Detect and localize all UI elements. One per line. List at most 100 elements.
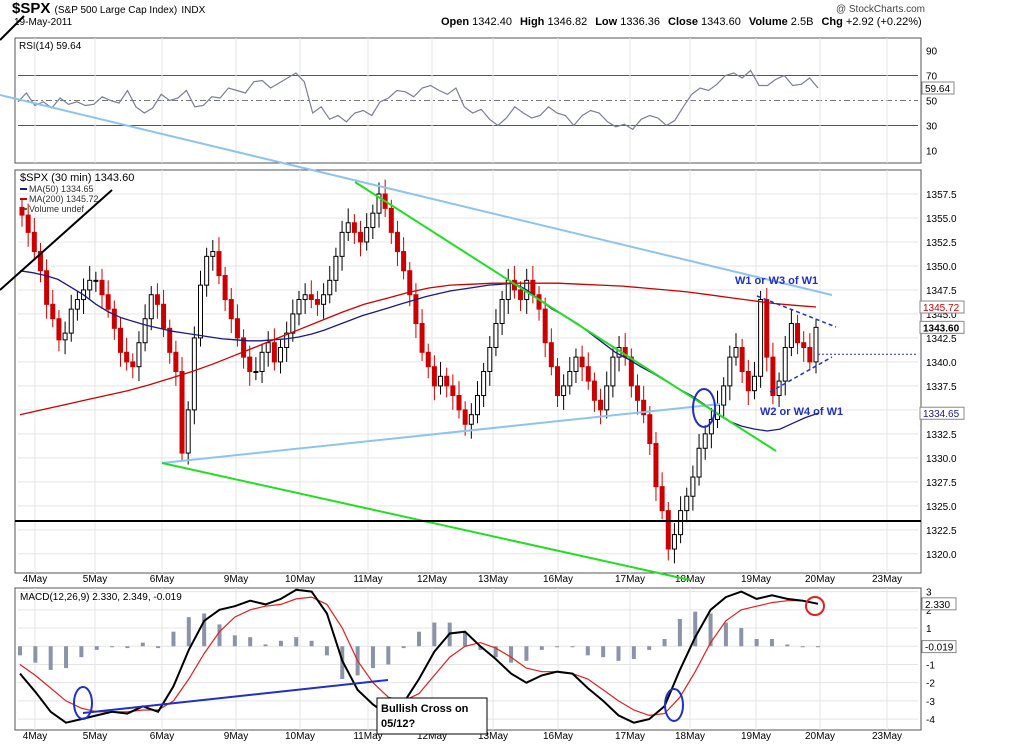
price-xtick-label: 5May — [83, 574, 107, 585]
macd-histogram-bar — [616, 646, 621, 661]
rsi-label: RSI(14) 59.64 — [19, 41, 82, 52]
symbol-exchange: INDX — [181, 5, 206, 16]
price-tick-label: 1352.5 — [926, 238, 957, 249]
candle-body — [216, 251, 222, 277]
macd-xtick-label: 16May — [543, 731, 573, 742]
candle-body — [136, 342, 142, 368]
candle-body — [604, 385, 610, 411]
price-xtick-label: 19May — [741, 574, 771, 585]
candle-body — [388, 207, 394, 233]
macd-highlight-ellipse-left — [73, 686, 93, 720]
macd-histogram-bar — [232, 635, 237, 647]
macd-histogram-bar — [493, 646, 498, 658]
candle-body — [788, 323, 794, 349]
macd-histogram-bar — [785, 644, 790, 647]
macd-histogram-bar — [662, 638, 667, 647]
price-xtick-label: 10May — [285, 574, 315, 585]
ohlc-label-open: Open — [441, 16, 473, 28]
price-xtick-label: 13May — [478, 574, 508, 585]
macd-xtick-label: 19May — [741, 731, 771, 742]
candle-body — [764, 299, 770, 358]
price-tick-label: 1350.0 — [926, 262, 957, 273]
rsi-tick-label: 50 — [926, 97, 938, 108]
macd-xtick-label: 12May — [417, 731, 447, 742]
price-xtick-label: 20May — [805, 574, 835, 585]
candle-body — [302, 294, 308, 301]
price-tick-label: 1355.0 — [926, 214, 957, 225]
candle-body — [99, 279, 105, 296]
macd-xtick-label: 4May — [23, 731, 47, 742]
ohlc-label-low: Low — [595, 16, 621, 28]
macd-highlight-ellipse-right — [664, 688, 684, 722]
rsi-value-box — [921, 81, 955, 95]
price-series-label: $SPX (30 min) 1343.60 — [20, 172, 134, 184]
macd-histogram-bar — [539, 646, 544, 650]
candle-body — [148, 294, 154, 320]
macd-xtick-label: 10May — [285, 731, 315, 742]
symbol-description: (S&P 500 Large Cap Index) — [54, 5, 178, 16]
candle-body — [641, 399, 647, 416]
candle-body — [278, 347, 284, 363]
candle-body — [733, 347, 739, 358]
macd-histogram-bar — [79, 646, 84, 658]
candle-body — [407, 270, 413, 296]
macd-xtick-label: 17May — [615, 731, 645, 742]
candle-body — [462, 409, 468, 425]
macd-value-label: 2.330 — [925, 600, 950, 611]
candle-body — [93, 279, 99, 282]
candle-body — [708, 418, 714, 435]
macd-histogram-bar — [647, 646, 652, 650]
price-xtick-label: 17May — [615, 574, 645, 585]
candle-body — [690, 476, 696, 497]
candle-body — [376, 193, 382, 214]
macd-value-label: -0.019 — [925, 643, 954, 654]
macd-histogram-bar — [248, 637, 253, 647]
candle-body — [284, 332, 290, 349]
macd-histogram-bar — [156, 646, 161, 649]
macd-histogram-bar — [769, 638, 774, 647]
candle-body — [74, 299, 80, 310]
macd-histogram-bar — [432, 622, 437, 647]
candle-body — [684, 495, 690, 512]
candle-body — [795, 323, 801, 344]
candle-body — [591, 380, 597, 401]
candle-body — [598, 399, 604, 411]
candle-body — [56, 318, 62, 341]
candle-body — [659, 486, 665, 512]
black-trendline-top — [0, 15, 25, 41]
price-tick-label: 1325.0 — [926, 502, 957, 513]
macd-histogram-bar — [370, 646, 375, 669]
price-xtick-label: 12May — [417, 574, 447, 585]
candle-body — [50, 303, 56, 320]
triangle-lower-line — [769, 356, 833, 393]
macd-histogram-bar — [478, 646, 483, 650]
candle-body — [62, 332, 68, 341]
candle-body — [813, 326, 819, 363]
candle-body — [585, 366, 591, 382]
macd-histogram-bar — [463, 631, 468, 647]
rsi-tick-label: 30 — [926, 122, 938, 133]
price-value-label: 1345.72 — [923, 303, 960, 314]
macd-histogram-bar — [401, 646, 406, 649]
triangle-upper-line — [756, 295, 837, 328]
candle-body — [481, 371, 487, 396]
macd-tick-label: -3 — [926, 697, 935, 708]
macd-histogram-bar — [631, 646, 636, 659]
candle-body — [339, 231, 345, 257]
macd-histogram-bar — [18, 646, 22, 656]
candle-body — [696, 447, 702, 478]
candle-body — [259, 351, 265, 372]
candle-body — [351, 222, 357, 233]
legend-entry: MA(200) 1345.72 — [29, 194, 99, 204]
ohlc-label-chg: Chg — [821, 16, 846, 28]
candle-body — [468, 414, 474, 425]
price-tick-label: 1347.5 — [926, 286, 957, 297]
macd-histogram-bar — [386, 646, 391, 665]
candle-body — [548, 342, 554, 368]
price-value-box — [919, 406, 965, 420]
macd-histogram-bar — [294, 637, 299, 647]
symbol-title: $SPX (S&P 500 Large Cap Index) INDX — [12, 0, 205, 17]
macd-histogram-bar — [309, 640, 314, 647]
candle-body — [727, 356, 733, 387]
